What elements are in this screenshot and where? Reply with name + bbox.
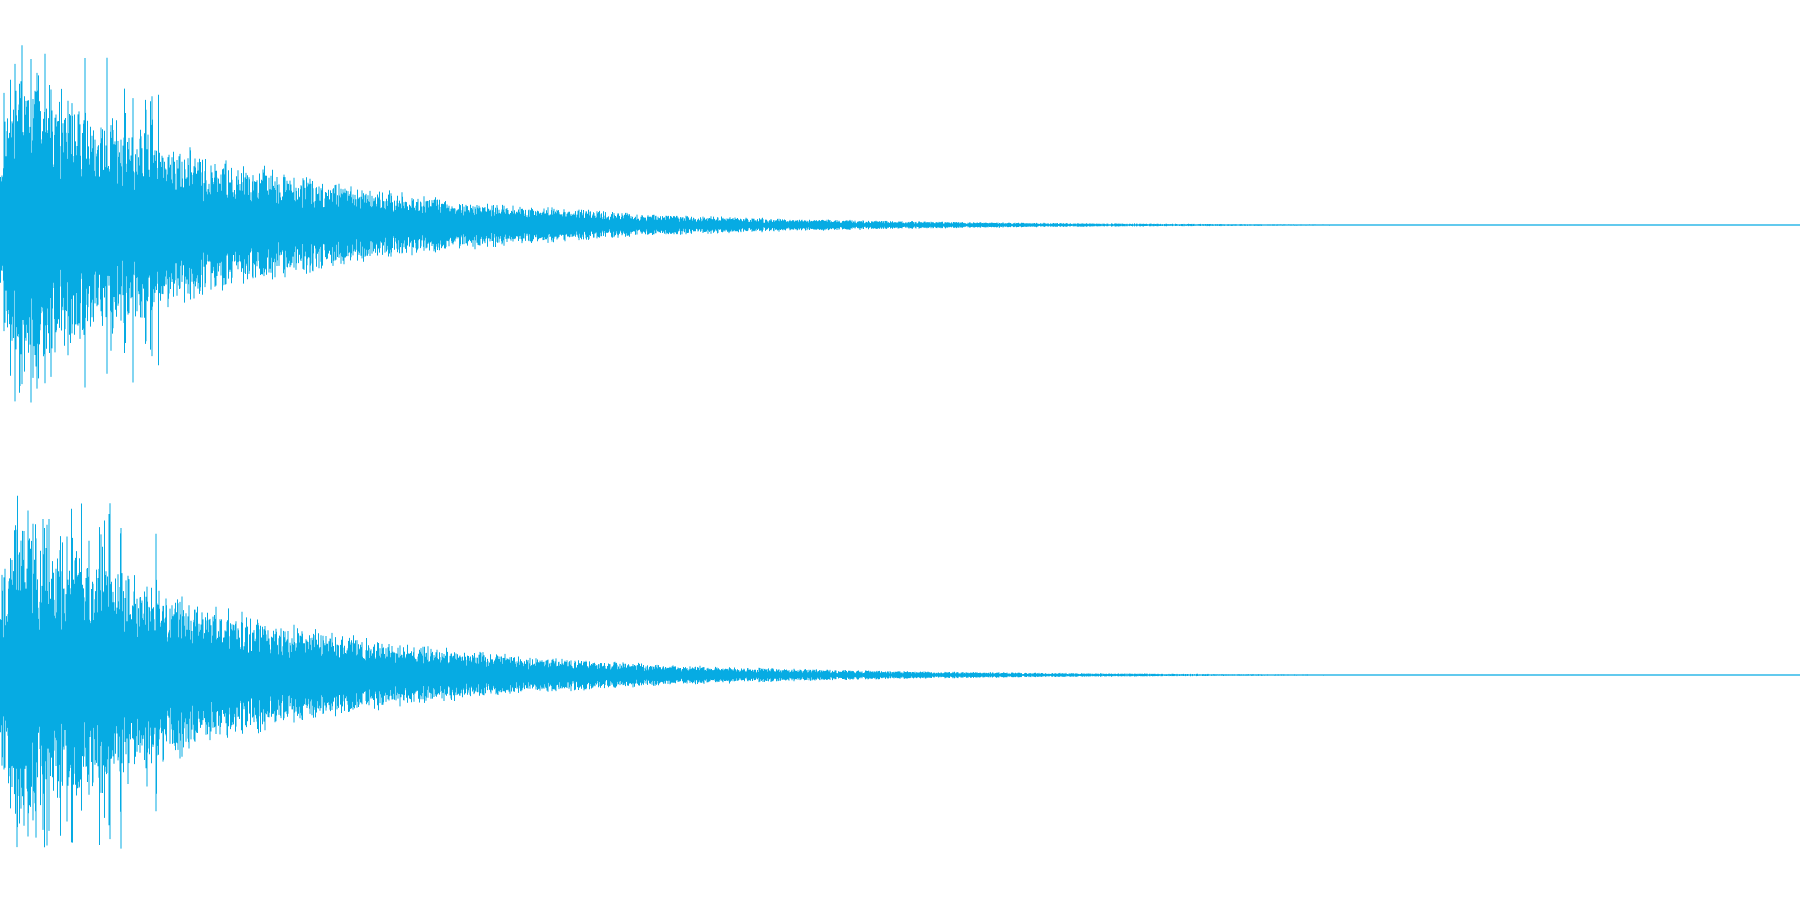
waveform-channel-1 xyxy=(0,45,1800,403)
waveform-channel-2 xyxy=(0,450,1800,900)
waveform-trace xyxy=(0,495,1800,849)
waveform-channel-1-plot xyxy=(0,45,1800,403)
waveform-trace xyxy=(0,45,1800,403)
waveform-channel-2-plot xyxy=(0,495,1800,849)
